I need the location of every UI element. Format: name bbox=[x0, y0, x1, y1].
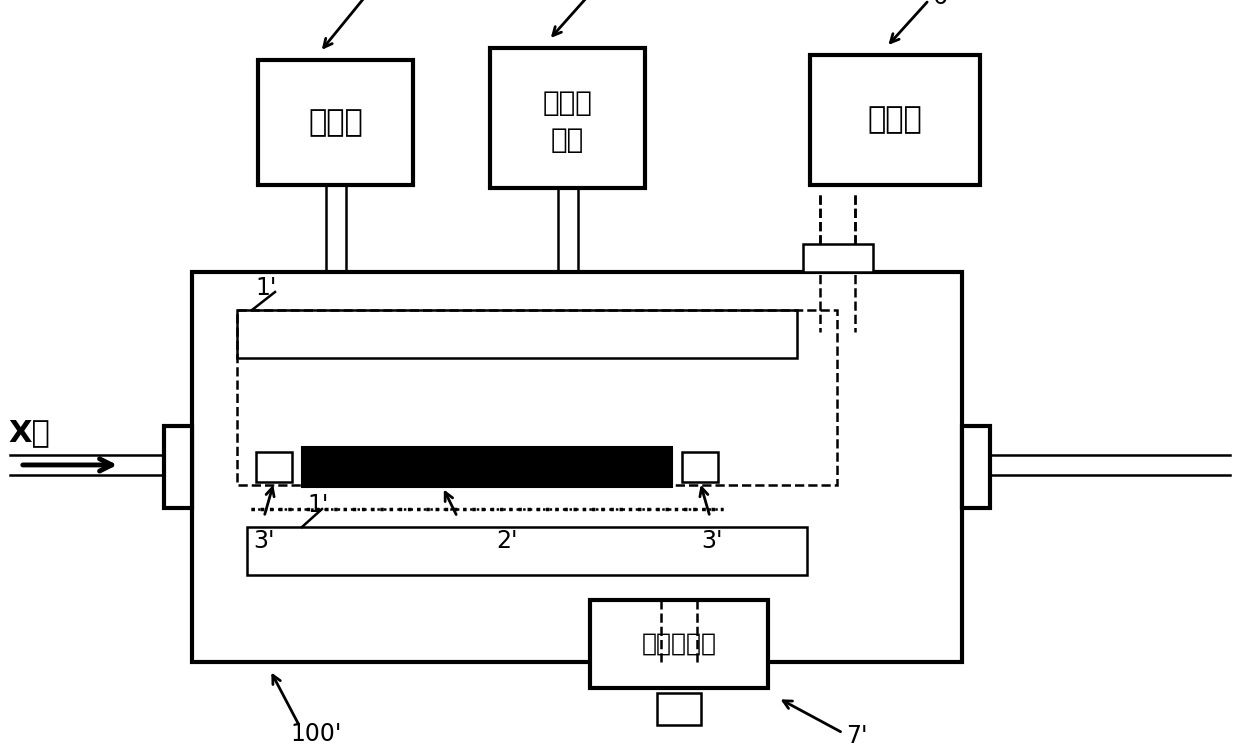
Text: 3': 3' bbox=[253, 529, 275, 553]
Text: 100': 100' bbox=[290, 722, 341, 746]
Text: 4': 4' bbox=[370, 0, 391, 4]
Bar bbox=[164, 426, 192, 508]
Text: 电容薄: 电容薄 bbox=[543, 89, 593, 117]
Bar bbox=[258, 60, 413, 185]
Text: 分子泵: 分子泵 bbox=[308, 108, 363, 137]
Bar bbox=[255, 452, 291, 482]
Bar bbox=[810, 55, 980, 185]
Text: 2': 2' bbox=[496, 529, 518, 553]
Text: 1': 1' bbox=[308, 493, 329, 517]
Bar bbox=[490, 48, 645, 188]
Text: 质量流量计: 质量流量计 bbox=[641, 632, 717, 656]
Bar bbox=[590, 600, 768, 688]
Bar bbox=[303, 447, 672, 487]
Text: 6': 6' bbox=[932, 0, 954, 9]
Text: 7': 7' bbox=[846, 724, 868, 748]
Text: 1': 1' bbox=[255, 276, 277, 300]
Text: 3': 3' bbox=[702, 529, 723, 553]
Text: 皮安计: 皮安计 bbox=[868, 105, 923, 135]
Bar bbox=[802, 244, 873, 272]
Bar bbox=[657, 693, 701, 725]
Bar bbox=[247, 527, 807, 575]
Bar bbox=[962, 426, 990, 508]
Text: 5': 5' bbox=[594, 0, 615, 2]
Text: 膜规: 膜规 bbox=[551, 126, 584, 154]
Bar bbox=[682, 452, 718, 482]
Bar bbox=[237, 310, 797, 358]
Text: X光: X光 bbox=[7, 418, 50, 447]
Bar bbox=[237, 310, 837, 485]
Bar bbox=[192, 272, 962, 662]
